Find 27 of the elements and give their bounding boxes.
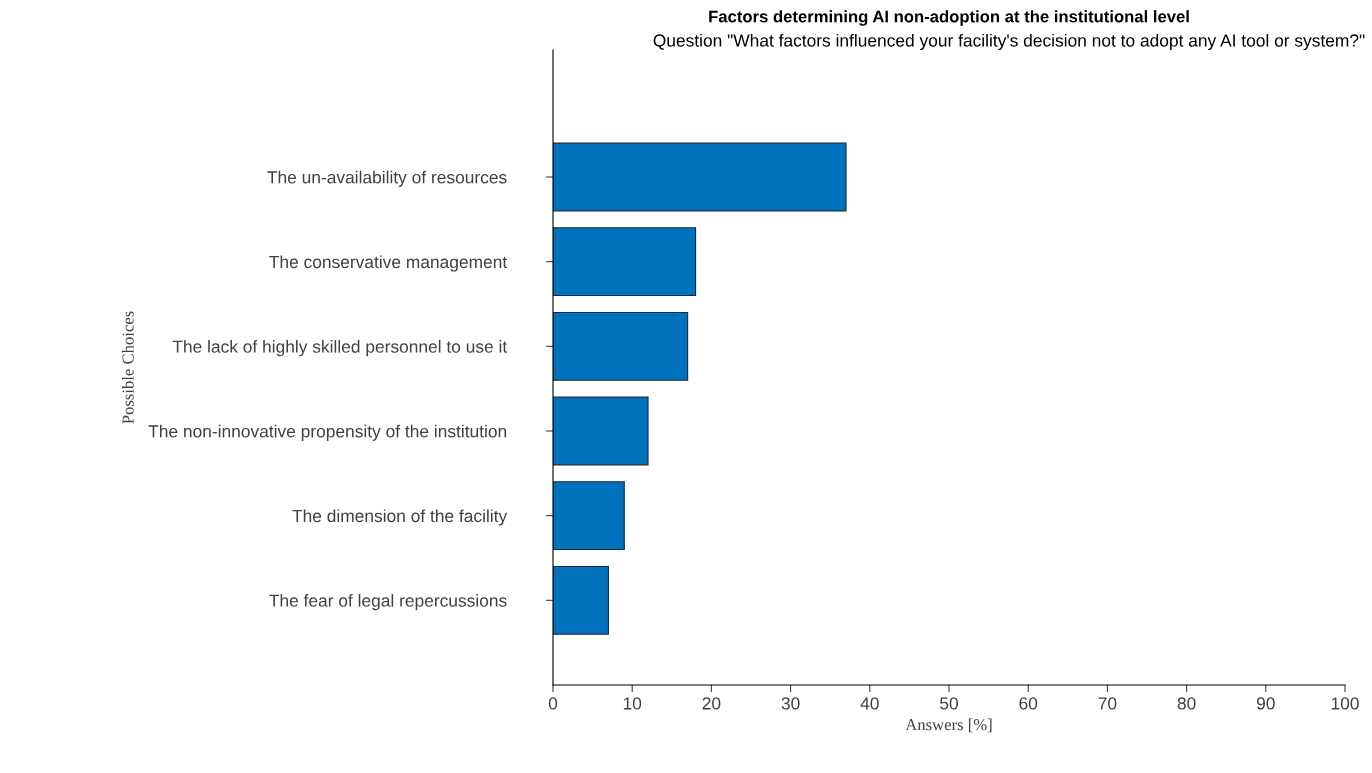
y-tick-label: The conservative management [269,255,508,272]
bar [553,481,625,551]
x-tick-label: 80 [1177,697,1196,710]
y-tick-label: The fear of legal repercussions [269,594,507,611]
bar [553,396,649,466]
y-axis-title: Possible Choices [121,311,134,424]
chart-title: Factors determining AI non-adoption at the institutional level [709,10,1189,26]
chart-subtitle: Question "What factors influenced your facility's decision not to adopt any AI tool or system?" [653,33,1365,51]
bar [553,142,847,212]
x-tick-label: 90 [1256,697,1275,710]
x-tick-label: 100 [1331,697,1359,710]
y-tick-label: The non-innovative propensity of the institution [148,424,507,441]
x-tick-label: 70 [1098,697,1117,710]
bar [553,311,689,381]
y-tick-label: The dimension of the facility [292,509,508,526]
x-tick-label: 10 [623,697,642,710]
y-tick-label: The un-availability of resources [267,170,507,187]
bar [553,565,609,635]
x-tick-label: 20 [702,697,721,710]
x-tick-label: 40 [860,697,879,710]
x-tick-label: 50 [940,697,958,710]
x-axis-title: Answers [%] [905,718,992,733]
x-tick-label: 60 [1019,697,1038,710]
y-tick-label: The lack of highly skilled personnel to use it [172,340,508,357]
x-tick-label: 30 [781,697,800,710]
bar [553,227,697,297]
x-tick-label: 0 [548,697,558,710]
